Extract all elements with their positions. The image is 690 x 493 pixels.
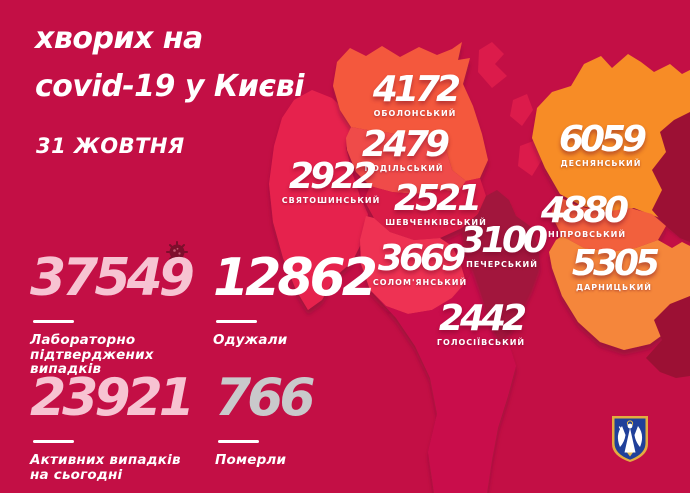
archangel-left-wing <box>617 426 626 447</box>
map-district-pecherskyi <box>462 190 540 340</box>
page-title-line2: covid-19 у Києві <box>35 69 304 104</box>
map-district-podilskyi <box>346 127 466 194</box>
report-date: 31 ЖОВТНЯ <box>36 134 185 158</box>
map-district-sviatoshynskyi <box>269 90 368 310</box>
river-island <box>518 140 543 176</box>
active-label-line2: на сьогодні <box>30 466 123 483</box>
archangel-right-wing <box>634 426 643 447</box>
confirmed-label-line3: випадків <box>30 361 102 377</box>
stat-recovered-block: 12862 Одужали <box>213 248 378 348</box>
map-outskirt-shape-north <box>652 112 690 242</box>
river-island <box>478 42 507 88</box>
kyiv-coat-of-arms-icon <box>612 416 648 462</box>
map-district-solomianskyi <box>360 216 466 314</box>
died-count: 766 <box>215 368 316 428</box>
archangel-sword <box>618 426 626 436</box>
confirmed-count: 37549 <box>30 248 195 308</box>
active-label-line1: Активних випадків <box>30 452 181 468</box>
page-title-line1: хворих на <box>35 21 203 56</box>
stat-died-block: 766 Померли <box>215 368 316 468</box>
archangel-body <box>624 428 636 453</box>
map-district-dniprovskyi <box>551 196 666 252</box>
divider <box>33 320 74 323</box>
map-district-obolonskyi <box>333 42 488 181</box>
dnipro-river-islands <box>478 42 543 176</box>
map-outskirt-shape-south <box>646 296 690 378</box>
river-island <box>510 94 533 126</box>
virus-icon <box>166 241 188 263</box>
archangel-head <box>627 423 633 429</box>
confirmed-label-line1: Лабораторно <box>30 332 136 348</box>
stat-active-block: 23921 Активних випадків на сьогодні <box>30 368 195 483</box>
divider <box>33 440 74 443</box>
coat-base-ornament <box>627 452 633 457</box>
stat-confirmed-block: 37549 Лабораторно підтверджених випадків <box>30 248 195 377</box>
divider <box>218 440 259 443</box>
confirmed-label-line2: підтверджених <box>30 346 154 363</box>
divider <box>216 320 257 323</box>
map-district-desnianskyi <box>532 54 690 240</box>
map-district-holosiivskyi <box>370 270 516 493</box>
active-count: 23921 <box>30 368 195 428</box>
recovered-label: Одужали <box>213 332 288 348</box>
died-label: Померли <box>215 452 287 468</box>
recovered-count: 12862 <box>213 248 378 308</box>
map-district-shevchenkivskyi <box>364 178 486 240</box>
